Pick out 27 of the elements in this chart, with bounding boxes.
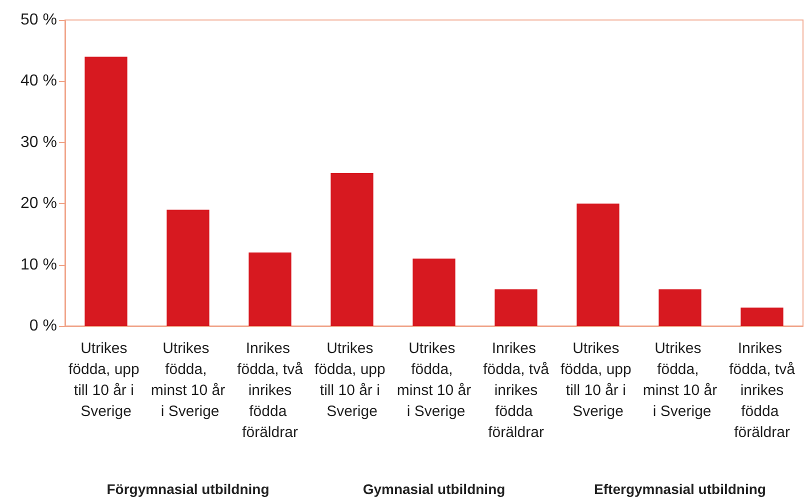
- x-tick-label: Utrikes födda, minst 10 år i Sverige: [396, 340, 472, 420]
- x-tick-label: Utrikes födda, upp till 10 år i Sverige: [68, 340, 144, 420]
- y-tick-label: 50 %: [20, 12, 57, 28]
- bar: [658, 289, 702, 326]
- bar: [166, 210, 210, 326]
- y-tick-label: 0 %: [29, 318, 57, 334]
- y-tick-label: 30 %: [20, 134, 57, 151]
- x-tick-label: Inrikes födda, två inrikes födda föräldrar: [237, 340, 304, 441]
- x-tick-label: Utrikes födda, upp till 10 år i Sverige: [560, 340, 636, 420]
- text: Gymnasial utbildning: [362, 481, 506, 497]
- y-tick-label: 40 %: [20, 72, 57, 90]
- y-tick-label: 20 %: [20, 195, 57, 212]
- bar: [494, 289, 538, 326]
- x-tick-label: Utrikes födda, minst 10 år i Sverige: [642, 340, 718, 420]
- text: Eftergymnasial utbildning: [594, 481, 766, 497]
- x-tick-label: Inrikes födda, två inrikes födda föräldrar: [483, 340, 550, 441]
- bar: [576, 204, 620, 326]
- x-tick-label: Inrikes födda, två inrikes födda föräldrar: [729, 340, 796, 441]
- bar: [248, 252, 292, 326]
- x-tick-label: Utrikes födda, upp till 10 år i Sverige: [314, 340, 390, 420]
- text: Förgymnasial utbildning: [106, 481, 270, 497]
- bar: [330, 173, 374, 326]
- bar: [84, 56, 128, 326]
- x-tick-label: Utrikes födda, minst 10 år i Sverige: [150, 340, 226, 420]
- bar: [740, 308, 784, 326]
- y-tick-label: 10 %: [20, 256, 57, 274]
- bar: [412, 258, 456, 326]
